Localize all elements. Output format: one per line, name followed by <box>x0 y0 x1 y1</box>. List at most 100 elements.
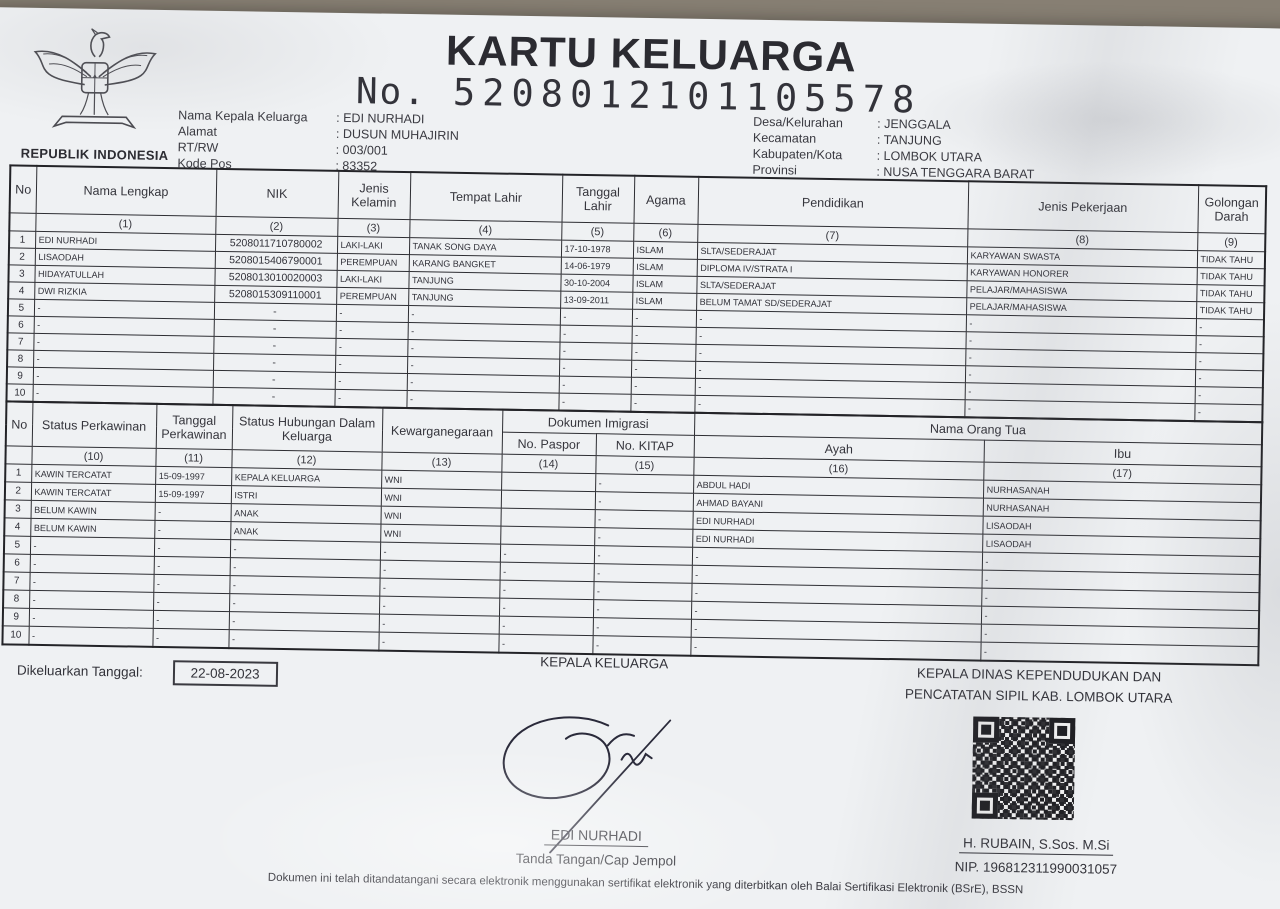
field-value: : JENGGALA <box>877 116 951 133</box>
table-cell: - <box>379 542 501 563</box>
col-number: (15) <box>595 455 694 476</box>
col-header-paspor: No. Paspor <box>501 432 597 456</box>
table-cell: - <box>29 572 154 593</box>
table-cell: - <box>593 545 693 566</box>
table-cell: PEREMPUAN <box>336 287 409 306</box>
table-cell: - <box>335 321 408 340</box>
table-cell: - <box>28 626 153 647</box>
table-cell: WNI <box>380 506 501 527</box>
emblem-caption: REPUBLIK INDONESIA <box>20 145 169 164</box>
table-cell: - <box>558 359 632 378</box>
col-header-agama: Agama <box>633 175 699 225</box>
col-header-no: No <box>9 165 37 214</box>
official-name: H. RUBAIN, S.Sos. M.Si <box>886 834 1186 856</box>
table-cell: - <box>594 527 693 548</box>
table-cell: - <box>153 538 231 558</box>
table-cell: - <box>1194 386 1263 405</box>
official-title: KEPALA DINAS KEPENDUDUKAN DAN PENCATATAN… <box>837 661 1242 710</box>
table-cell: - <box>153 592 230 612</box>
col-number: (13) <box>381 452 502 473</box>
table-cell: - <box>378 614 499 635</box>
table-cell: 6 <box>3 553 30 573</box>
col-header-pendidikan: Pendidikan <box>697 176 969 229</box>
document-number-label: No. <box>355 71 428 114</box>
table-cell: - <box>29 536 155 557</box>
table-cell: 5208015406790001 <box>214 251 337 271</box>
table-cell: - <box>1195 352 1264 371</box>
col-header-gol-darah: Golongan Darah <box>1197 185 1267 234</box>
col-number: (3) <box>337 218 410 238</box>
col-header-no: No <box>5 401 33 447</box>
col-header-kitap: No. KITAP <box>595 433 695 458</box>
table-cell: ISLAM <box>632 258 697 277</box>
col-number: (5) <box>561 222 634 242</box>
table-cell: - <box>499 544 595 564</box>
table-cell: 1 <box>9 230 36 249</box>
table-cell: 3 <box>8 264 35 283</box>
table-cell: - <box>154 520 231 540</box>
table-cell: KAWIN TERCATAT <box>30 482 156 503</box>
col-header-nik: NIK <box>215 168 339 219</box>
col-header-status-perkawinan: Status Perkawinan <box>31 401 157 449</box>
table-cell: 4 <box>8 281 35 300</box>
table-cell: - <box>213 302 337 322</box>
table-cell: - <box>594 509 693 530</box>
table-cell: - <box>559 325 632 344</box>
table-cell: - <box>630 360 696 379</box>
table-cell: - <box>1194 369 1264 388</box>
table-cell: 7 <box>3 571 30 591</box>
field-value: : EDI NURHADI <box>336 110 425 127</box>
issued-date-label: Dikeluarkan Tanggal: <box>16 662 143 680</box>
qr-finder-icon <box>1048 717 1076 745</box>
table-cell: 8 <box>3 589 30 609</box>
col-header-nama: Nama Lengkap <box>35 165 217 217</box>
col-number: (11) <box>155 448 232 468</box>
table-cell: 3 <box>4 499 31 519</box>
table-cell: - <box>559 342 632 361</box>
table-cell: 7 <box>7 332 34 351</box>
table-cell: 30-10-2004 <box>560 274 633 293</box>
table-cell: - <box>379 578 500 599</box>
table-cell: BELUM KAWIN <box>30 500 155 521</box>
table-cell: 15-09-1997 <box>154 484 232 504</box>
table-cell: - <box>559 308 633 327</box>
table-cell: LAKI-LAKI <box>336 270 409 289</box>
table-cell: 5 <box>7 298 35 317</box>
table-cell: - <box>631 326 696 345</box>
table-cell: LAKI-LAKI <box>336 236 410 255</box>
col-header-pekerjaan: Jenis Pekerjaan <box>967 181 1199 233</box>
table-cell: - <box>228 629 379 651</box>
table-cell: - <box>213 353 336 373</box>
table-cell: 15-09-1997 <box>155 466 232 486</box>
table-cell: WNI <box>380 524 501 545</box>
table-cell: - <box>1195 318 1264 337</box>
table-cell: - <box>593 581 692 602</box>
col-number <box>5 445 32 465</box>
table-cell: 5208015309110001 <box>214 285 337 305</box>
table-cell: - <box>28 608 154 629</box>
col-number <box>9 212 36 232</box>
table-cell: - <box>378 596 500 617</box>
table-cell: - <box>335 304 409 323</box>
table-cell: KAWIN TERCATAT <box>31 464 156 485</box>
table-cell: 10 <box>6 383 33 402</box>
col-header-jenis-kelamin: Jenis Kelamin <box>337 170 411 220</box>
table-cell: - <box>152 628 229 649</box>
field-value: : 003/001 <box>335 142 388 158</box>
table-cell: - <box>498 598 594 618</box>
table-cell: ISLAM <box>632 275 697 294</box>
table-cell: - <box>379 560 500 581</box>
table-cell: - <box>498 616 593 636</box>
field-value: : TANJUNG <box>876 132 942 148</box>
col-header-tanggal-lahir: Tanggal Lahir <box>561 174 635 224</box>
col-number: (10) <box>31 446 156 467</box>
table-cell: 14-06-1979 <box>560 257 633 276</box>
table-cell <box>500 508 595 528</box>
col-number: (9) <box>1197 232 1266 252</box>
table-cell: 5208011710780002 <box>214 234 338 254</box>
col-header-kewarganegaraan: Kewarganegaraan <box>381 407 503 455</box>
table-cell: - <box>154 502 231 522</box>
table-cell: 5208013010020003 <box>214 268 337 288</box>
table-cell: - <box>29 554 154 575</box>
